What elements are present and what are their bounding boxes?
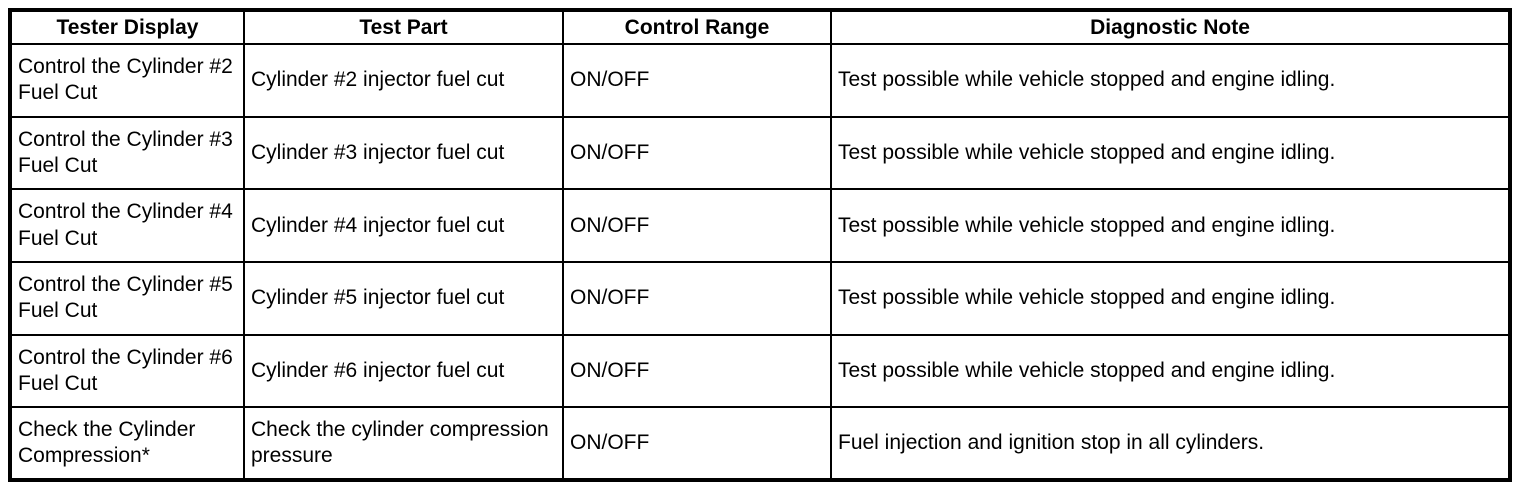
col-header-diagnostic-note: Diagnostic Note: [830, 9, 1511, 45]
table-row: Check the Cylinder Compression* Check th…: [9, 406, 1511, 481]
cell-control-range: ON/OFF: [562, 188, 832, 263]
cell-tester-display: Control the Cylinder #3 Fuel Cut: [9, 115, 245, 191]
cell-test-part: Cylinder #2 injector fuel cut: [243, 43, 564, 118]
cell-test-part: Cylinder #5 injector fuel cut: [243, 260, 564, 336]
cell-test-part: Check the cylinder compression pressure: [243, 406, 564, 481]
cell-tester-display: Check the Cylinder Compression*: [9, 406, 245, 481]
col-header-tester-display: Tester Display: [9, 9, 245, 45]
cell-control-range: ON/OFF: [562, 406, 832, 481]
cell-tester-display: Control the Cylinder #2 Fuel Cut: [9, 43, 245, 118]
cell-tester-display: Control the Cylinder #5 Fuel Cut: [9, 260, 245, 336]
cell-test-part: Cylinder #3 injector fuel cut: [243, 115, 564, 191]
table-row: Control the Cylinder #2 Fuel Cut Cylinde…: [9, 43, 1511, 118]
table-row: Control the Cylinder #6 Fuel Cut Cylinde…: [9, 333, 1511, 409]
col-header-control-range: Control Range: [562, 9, 832, 45]
cell-control-range: ON/OFF: [562, 260, 832, 336]
cell-tester-display: Control the Cylinder #4 Fuel Cut: [9, 188, 245, 263]
table-row: Control the Cylinder #3 Fuel Cut Cylinde…: [9, 115, 1511, 191]
header-row: Tester Display Test Part Control Range D…: [9, 9, 1511, 45]
cell-diagnostic-note: Test possible while vehicle stopped and …: [830, 188, 1511, 263]
cell-diagnostic-note: Test possible while vehicle stopped and …: [830, 333, 1511, 409]
cell-control-range: ON/OFF: [562, 115, 832, 191]
cell-test-part: Cylinder #4 injector fuel cut: [243, 188, 564, 263]
cell-control-range: ON/OFF: [562, 43, 832, 118]
cell-tester-display: Control the Cylinder #6 Fuel Cut: [9, 333, 245, 409]
cell-diagnostic-note: Test possible while vehicle stopped and …: [830, 260, 1511, 336]
table-row: Control the Cylinder #4 Fuel Cut Cylinde…: [9, 188, 1511, 263]
cell-diagnostic-note: Test possible while vehicle stopped and …: [830, 115, 1511, 191]
cell-test-part: Cylinder #6 injector fuel cut: [243, 333, 564, 409]
col-header-test-part: Test Part: [243, 9, 564, 45]
cell-diagnostic-note: Test possible while vehicle stopped and …: [830, 43, 1511, 118]
cell-diagnostic-note: Fuel injection and ignition stop in all …: [830, 406, 1511, 481]
table-row: Control the Cylinder #5 Fuel Cut Cylinde…: [9, 260, 1511, 336]
cell-control-range: ON/OFF: [562, 333, 832, 409]
diagnostic-table: Tester Display Test Part Control Range D…: [8, 8, 1512, 482]
